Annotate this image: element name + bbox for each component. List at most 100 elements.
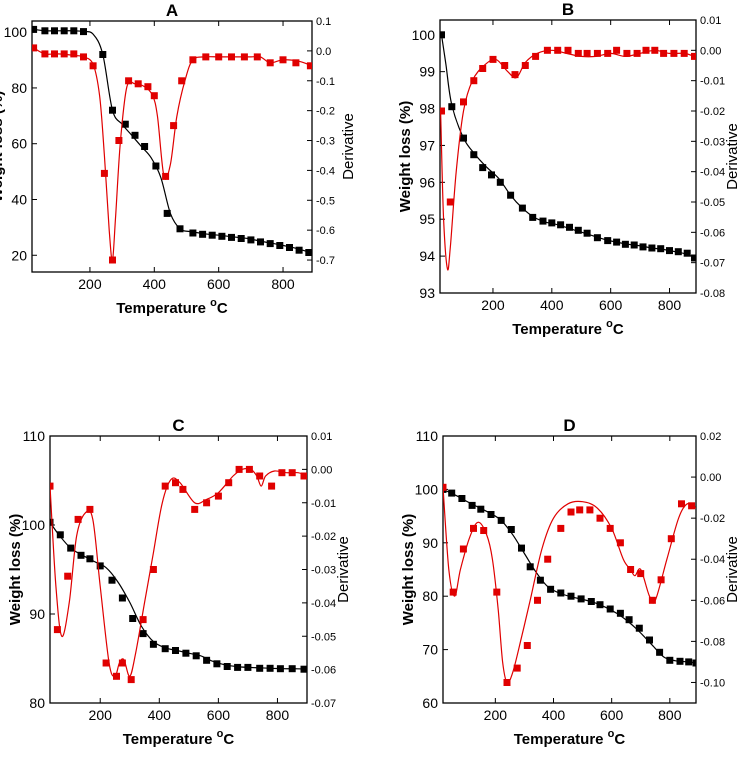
x-tick-label: 600 [600, 707, 624, 723]
panel-a: A 200 400 600 800 20 40 60 80 100 0.1 0.0 -0.1 -0.2 -0… [0, 1, 357, 317]
derivative-point [470, 77, 478, 85]
x-axis-label-degree: o [217, 728, 224, 740]
weight-loss-point [656, 648, 664, 656]
weight-loss-point [674, 248, 682, 256]
weight-loss-point [479, 164, 487, 172]
derivative-point [215, 53, 223, 61]
weight-loss-point [213, 660, 221, 668]
chart-title: C [172, 416, 184, 435]
derivative-point [627, 566, 635, 573]
y2-tick-label: -0.04 [700, 554, 725, 566]
derivative-point [41, 50, 49, 58]
weight-loss-point [96, 562, 104, 570]
derivative-point [144, 83, 152, 91]
x-axis-label-degree: o [608, 728, 615, 740]
derivative-point [593, 49, 601, 57]
weight-loss-point [266, 240, 274, 248]
y2-tick-label: -0.07 [700, 258, 725, 270]
weight-loss-point [295, 246, 303, 254]
weight-loss-point [256, 664, 264, 672]
derivative-point [127, 676, 135, 684]
y-tick-label: 100 [22, 517, 46, 533]
derivative-point [523, 642, 531, 649]
y2-axis-label: Derivative [340, 113, 357, 180]
weight-loss-point [70, 27, 78, 35]
weight-loss-point [635, 624, 643, 632]
weight-loss-point [470, 151, 478, 159]
weight-loss-point [161, 645, 169, 653]
y2-tick-label: -0.06 [700, 227, 725, 239]
y2-tick-label: -0.04 [700, 167, 725, 179]
weight-loss-point [676, 657, 684, 665]
derivative-point [440, 107, 445, 115]
derivative-point [170, 122, 178, 130]
weight-loss-point [440, 31, 445, 39]
y-tick-label: 97 [419, 137, 435, 153]
y-tick-label: 60 [422, 695, 438, 711]
y-tick-label: 80 [422, 588, 438, 604]
weight-loss-point [199, 230, 207, 238]
x-axis-label-text: Temperature [123, 731, 217, 748]
weight-loss-point [557, 221, 565, 229]
derivative-point [691, 52, 696, 60]
derivative-point [150, 92, 158, 100]
x-tick-label: 800 [271, 276, 295, 292]
weight-loss-point [176, 225, 184, 233]
weight-loss-point [460, 134, 467, 142]
derivative-point [51, 50, 58, 58]
derivative-point [162, 172, 170, 180]
derivative-point [89, 62, 97, 70]
chart-title: D [563, 416, 575, 435]
y2-tick-label: -0.10 [700, 677, 725, 689]
weight-loss-point [487, 511, 495, 518]
weight-loss-point [51, 27, 58, 35]
weight-loss-point [666, 247, 673, 255]
y2-tick-label: -0.02 [700, 513, 725, 525]
derivative-point [32, 44, 38, 52]
weight-loss-point [276, 665, 284, 673]
derivative-point [511, 71, 519, 79]
weight-loss-point [192, 652, 200, 660]
y2-tick-label: 0.01 [311, 431, 332, 443]
y2-tick-label: -0.05 [700, 197, 725, 209]
derivative-point [651, 46, 659, 54]
derivative-point [567, 508, 575, 516]
weight-loss-point [567, 592, 575, 600]
y-axis-label: Weight loss (%) [0, 91, 6, 202]
derivative-point [459, 545, 467, 553]
derivative-point [235, 465, 243, 473]
y-tick-label: 95 [419, 211, 435, 227]
weight-loss-point [539, 217, 547, 225]
weight-loss-point [448, 103, 456, 111]
y-tick-label: 99 [419, 64, 435, 80]
x-tick-label: 400 [148, 707, 172, 723]
weight-loss-point [276, 242, 284, 249]
weight-loss-point [237, 235, 245, 242]
x-tick-label: 400 [143, 276, 167, 292]
derivative-point [493, 588, 501, 596]
derivative-point [139, 616, 147, 624]
y2-tick-label: -0.7 [316, 255, 335, 267]
weight-loss-point [526, 563, 534, 571]
y-tick-label: 110 [23, 428, 46, 444]
weight-loss-point [131, 131, 139, 139]
weight-loss-point [41, 27, 49, 35]
y2-tick-label: -0.01 [700, 76, 725, 88]
weight-loss-point [648, 244, 656, 252]
derivative-point [115, 137, 123, 144]
derivative-point [544, 555, 552, 563]
derivative-point [178, 77, 186, 85]
weight-loss-point [683, 249, 691, 257]
x-axis-label-degree: o [606, 318, 613, 330]
x-tick-label: 200 [78, 276, 102, 292]
derivative-point [189, 56, 197, 64]
plot-frame [49, 435, 308, 704]
derivative-point [292, 59, 300, 67]
derivative-point [583, 49, 591, 57]
derivative-point [534, 596, 541, 604]
y-tick-label: 96 [419, 174, 435, 190]
x-axis-label-unit: C [223, 731, 234, 748]
weight-loss-point [625, 616, 633, 624]
derivative-point [118, 659, 126, 667]
derivative-point [245, 465, 253, 473]
